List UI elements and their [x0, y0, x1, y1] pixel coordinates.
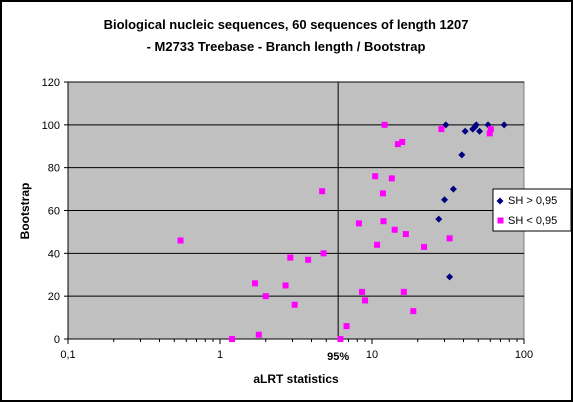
- data-point-sh-low: [391, 226, 398, 233]
- x-tick-label: 1: [217, 349, 223, 361]
- data-point-sh-low: [229, 336, 236, 342]
- data-point-sh-low: [320, 250, 327, 257]
- data-point-sh-low: [359, 288, 366, 295]
- data-point-sh-low: [446, 235, 453, 242]
- data-points: [177, 121, 508, 342]
- data-point-sh-low: [252, 280, 259, 287]
- data-point-sh-high: [435, 215, 443, 223]
- data-point-sh-low: [282, 282, 289, 289]
- data-point-sh-low: [343, 323, 350, 330]
- x-tick-label: 10: [366, 349, 378, 361]
- data-point-sh-low: [402, 231, 409, 238]
- data-point-sh-low: [394, 141, 401, 148]
- data-point-sh-low: [421, 243, 428, 250]
- legend-label-sh-high: SH > 0,95: [508, 195, 557, 207]
- y-tick-label: 20: [48, 291, 60, 303]
- y-tick-label: 60: [48, 206, 60, 218]
- data-point-sh-low: [291, 301, 298, 308]
- data-point-sh-high: [472, 121, 480, 129]
- data-point-sh-high: [441, 196, 449, 204]
- data-point-sh-low: [410, 308, 417, 315]
- data-point-sh-low: [388, 175, 395, 182]
- y-tick-label: 40: [48, 248, 60, 260]
- y-tick-label: 0: [54, 334, 60, 346]
- data-point-sh-low: [380, 218, 387, 225]
- data-point-sh-high: [449, 185, 457, 193]
- data-point-sh-high: [458, 151, 466, 159]
- data-point-sh-low: [305, 256, 312, 263]
- legend-marker-sh-low: [497, 217, 504, 224]
- axes: 0 20 40 60 80 100 120 0,1 1 10 100: [42, 77, 534, 361]
- data-point-sh-low: [399, 138, 406, 145]
- y-axis-title: Bootstrap: [18, 183, 32, 240]
- x-tick-label: 0,1: [60, 349, 75, 361]
- data-point-sh-low: [362, 297, 369, 304]
- y-tick-label: 120: [42, 77, 60, 89]
- data-point-sh-low: [400, 288, 407, 295]
- x-tick-label: 100: [515, 349, 533, 361]
- data-point-sh-low: [372, 173, 379, 180]
- data-point-sh-high: [461, 127, 469, 135]
- data-point-sh-low: [319, 188, 326, 195]
- data-point-sh-low: [374, 241, 381, 248]
- data-point-sh-high: [476, 127, 484, 135]
- data-point-sh-low: [487, 126, 494, 133]
- legend-label-sh-low: SH < 0,95: [508, 215, 557, 227]
- chart-title-line-1: Biological nucleic sequences, 60 sequenc…: [104, 17, 469, 32]
- data-point-sh-high: [446, 273, 454, 281]
- data-point-sh-low: [379, 190, 386, 197]
- reference-line-label: 95%: [327, 351, 349, 363]
- data-point-sh-high: [500, 121, 508, 129]
- data-point-sh-low: [262, 293, 269, 300]
- data-point-sh-low: [486, 130, 493, 137]
- data-point-sh-low: [355, 220, 362, 227]
- y-tick-label: 100: [42, 120, 60, 132]
- data-point-sh-low: [337, 336, 344, 342]
- reference-line-group: 95%: [327, 82, 349, 363]
- legend: SH > 0,95 SH < 0,95: [492, 188, 572, 232]
- legend-marker-sh-high: [496, 197, 504, 205]
- legend-box: [492, 188, 572, 232]
- data-point-sh-low: [255, 331, 262, 338]
- data-point-sh-low: [381, 121, 388, 128]
- chart-title-line-2: - M2733 Treebase - Branch length / Boots…: [147, 39, 426, 54]
- x-axis-title: aLRT statistics: [253, 372, 339, 386]
- data-point-sh-low: [438, 126, 445, 133]
- y-tick-label: 80: [48, 163, 60, 175]
- data-point-sh-low: [287, 254, 294, 261]
- data-point-sh-low: [177, 237, 184, 244]
